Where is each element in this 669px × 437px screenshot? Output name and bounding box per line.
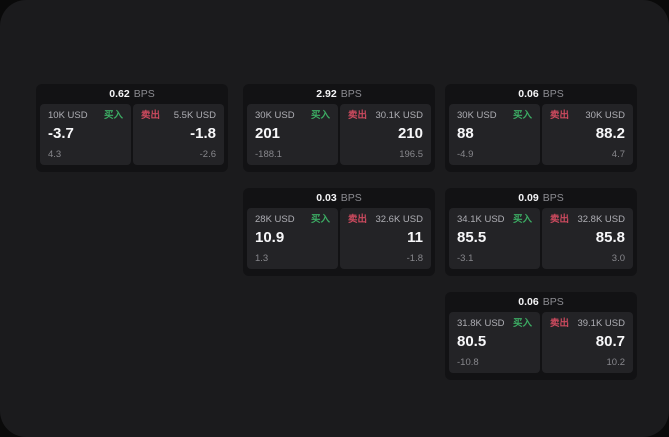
buy-panel[interactable]: 10K USD 买入 -3.7 4.3	[40, 104, 131, 165]
buy-amount: 28K USD	[255, 214, 295, 225]
bps-unit-label: BPS	[542, 88, 564, 100]
sell-price: 80.7	[595, 332, 625, 350]
bps-value: 0.06	[518, 296, 539, 308]
sell-panel[interactable]: 卖出 30K USD 88.2 4.7	[542, 104, 633, 165]
buy-sub-value: 4.3	[48, 148, 62, 160]
buy-amount: 10K USD	[48, 110, 88, 121]
buy-price: 201	[255, 124, 281, 142]
sell-price: -1.8	[190, 124, 216, 142]
sell-amount: 32.8K USD	[577, 214, 625, 225]
sell-label: 卖出	[550, 214, 570, 225]
bps-header: 0.06 BPS	[449, 84, 633, 104]
buy-price: 80.5	[457, 332, 487, 350]
sell-sub-value: -1.8	[406, 252, 423, 264]
bps-header: 0.09 BPS	[449, 188, 633, 208]
buy-label: 买入	[512, 318, 532, 329]
buy-amount: 31.8K USD	[457, 318, 505, 329]
bps-header: 0.03 BPS	[247, 188, 431, 208]
sell-panel[interactable]: 卖出 32.6K USD 11 -1.8	[340, 208, 431, 269]
buy-price: -3.7	[48, 124, 74, 142]
sell-price: 85.8	[595, 228, 625, 246]
buy-amount: 30K USD	[457, 110, 497, 121]
quote-card-6: 0.06 BPS 31.8K USD 买入 80.5 -10.8 卖出 39.1…	[445, 292, 637, 380]
buy-label: 买入	[103, 110, 123, 121]
buy-panel[interactable]: 28K USD 买入 10.9 1.3	[247, 208, 338, 269]
buy-panel[interactable]: 30K USD 买入 201 -188.1	[247, 104, 338, 165]
sell-amount: 32.6K USD	[375, 214, 423, 225]
sell-sub-value: 3.0	[611, 252, 625, 264]
buy-panel[interactable]: 30K USD 买入 88 -4.9	[449, 104, 540, 165]
buy-sub-value: -3.1	[457, 252, 474, 264]
buy-label: 买入	[310, 214, 330, 225]
sell-price: 88.2	[595, 124, 625, 142]
sell-price: 11	[407, 228, 423, 246]
sell-label: 卖出	[141, 110, 161, 121]
bps-unit-label: BPS	[542, 296, 564, 308]
sell-panel[interactable]: 卖出 30.1K USD 210 196.5	[340, 104, 431, 165]
sell-label: 卖出	[348, 110, 368, 121]
buy-panel[interactable]: 31.8K USD 买入 80.5 -10.8	[449, 312, 540, 373]
sell-panel[interactable]: 卖出 5.5K USD -1.8 -2.6	[133, 104, 224, 165]
sell-amount: 30.1K USD	[375, 110, 423, 121]
buy-sub-value: -10.8	[457, 356, 479, 368]
sell-label: 卖出	[550, 318, 570, 329]
sell-label: 卖出	[550, 110, 570, 121]
bps-value: 0.03	[316, 192, 337, 204]
buy-price: 85.5	[457, 228, 487, 246]
bps-value: 2.92	[316, 88, 337, 100]
buy-sub-value: 1.3	[255, 252, 269, 264]
quote-card-5: 0.09 BPS 34.1K USD 买入 85.5 -3.1 卖出 32.8K…	[445, 188, 637, 276]
bps-value: 0.62	[109, 88, 130, 100]
bps-header: 2.92 BPS	[247, 84, 431, 104]
bps-unit-label: BPS	[133, 88, 155, 100]
buy-panel[interactable]: 34.1K USD 买入 85.5 -3.1	[449, 208, 540, 269]
buy-label: 买入	[512, 214, 532, 225]
sell-amount: 5.5K USD	[173, 110, 216, 121]
bps-header: 0.06 BPS	[449, 292, 633, 312]
buy-label: 买入	[512, 110, 532, 121]
buy-amount: 30K USD	[255, 110, 295, 121]
quote-card-3: 0.06 BPS 30K USD 买入 88 -4.9 卖出 30K USD 8…	[445, 84, 637, 172]
buy-amount: 34.1K USD	[457, 214, 505, 225]
buy-sub-value: -188.1	[255, 148, 282, 160]
buy-label: 买入	[310, 110, 330, 121]
bps-header: 0.62 BPS	[40, 84, 224, 104]
sell-panel[interactable]: 卖出 32.8K USD 85.8 3.0	[542, 208, 633, 269]
buy-price: 88	[457, 124, 474, 142]
sell-sub-value: 10.2	[606, 356, 626, 368]
sell-sub-value: 4.7	[611, 148, 625, 160]
bps-unit-label: BPS	[340, 88, 362, 100]
bps-value: 0.09	[518, 192, 539, 204]
sell-label: 卖出	[348, 214, 368, 225]
buy-price: 10.9	[255, 228, 285, 246]
bps-unit-label: BPS	[542, 192, 564, 204]
sell-sub-value: 196.5	[399, 148, 423, 160]
quote-card-1: 0.62 BPS 10K USD 买入 -3.7 4.3 卖出 5.5K USD…	[36, 84, 228, 172]
sell-price: 210	[397, 124, 423, 142]
sell-sub-value: -2.6	[199, 148, 216, 160]
bps-value: 0.06	[518, 88, 539, 100]
quote-card-4: 0.03 BPS 28K USD 买入 10.9 1.3 卖出 32.6K US…	[243, 188, 435, 276]
sell-amount: 39.1K USD	[577, 318, 625, 329]
sell-amount: 30K USD	[585, 110, 625, 121]
bps-unit-label: BPS	[340, 192, 362, 204]
buy-sub-value: -4.9	[457, 148, 474, 160]
quote-card-2: 2.92 BPS 30K USD 买入 201 -188.1 卖出 30.1K …	[243, 84, 435, 172]
sell-panel[interactable]: 卖出 39.1K USD 80.7 10.2	[542, 312, 633, 373]
